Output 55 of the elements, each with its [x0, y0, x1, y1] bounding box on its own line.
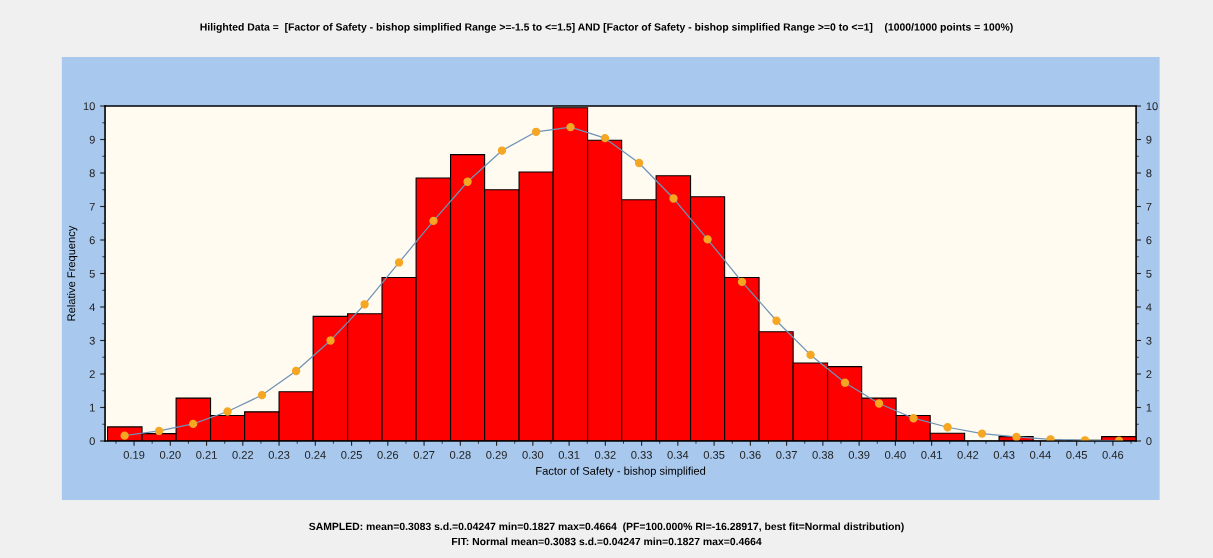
x-tick-label: 0.34	[667, 451, 689, 459]
x-tick-label: 0.46	[1102, 451, 1124, 459]
x-tick-label: 0.44	[1030, 451, 1051, 459]
y2-tick-label: 10	[1146, 102, 1158, 111]
x-tick-label: 0.20	[159, 451, 181, 459]
x-tick-label: 0.32	[594, 451, 616, 459]
chart-title: Hilighted Data = [Factor of Safety - bishop simplified Range >=-1.5 to <=1.5] AND [Factor of Safety - bishop simplified Range >=0 to <=1] (1000/1000 points = 100%)	[200, 23, 1013, 33]
x-tick-label: 0.36	[739, 451, 761, 459]
x-tick-label: 0.40	[884, 451, 906, 459]
y-axis-title: Relative Frequency	[67, 225, 78, 321]
y-tick-label: 2	[89, 370, 95, 379]
y2-tick-label: 0	[1146, 437, 1152, 446]
x-tick-label: 0.33	[631, 451, 652, 459]
x-tick-label: 0.24	[304, 451, 326, 459]
x-tick-label: 0.45	[1066, 451, 1087, 459]
y-tick-label: 7	[89, 202, 95, 211]
x-tick-label: 0.27	[413, 451, 435, 459]
y-tick-label: 0	[89, 437, 95, 446]
text: FIT: Normal mean=0.3083 s.d.=0.04247 min=0.1827 max=0.4664	[452, 537, 762, 546]
y-tick-label: 6	[89, 236, 95, 245]
y-tick-label: 5	[89, 269, 95, 278]
y2-tick-label: 2	[1146, 370, 1152, 379]
y2-tick-label: 8	[1146, 169, 1152, 178]
x-tick-label: 0.23	[268, 451, 290, 459]
x-tick-label: 0.22	[232, 451, 254, 459]
x-tick-label: 0.42	[957, 451, 979, 459]
x-tick-label: 0.35	[703, 451, 725, 459]
y-tick-label: 3	[89, 336, 95, 345]
x-tick-label: 0.21	[196, 451, 217, 459]
y-tick-label: 1	[89, 403, 95, 412]
x-tick-label: 0.37	[776, 451, 797, 459]
x-tick-label: 0.26	[377, 451, 399, 459]
y2-tick-label: 6	[1146, 236, 1152, 245]
x-tick-label: 0.29	[486, 451, 507, 459]
x-tick-label: 0.25	[341, 451, 362, 459]
y2-tick-label: 5	[1146, 269, 1152, 278]
y-tick-label: 8	[89, 169, 95, 178]
y2-tick-label: 4	[1146, 303, 1152, 312]
x-tick-label: 0.39	[848, 451, 870, 459]
x-tick-label: 0.43	[993, 451, 1015, 459]
x-tick-label: 0.28	[449, 451, 471, 459]
y-tick-label: 10	[83, 102, 95, 111]
x-tick-label: 0.30	[522, 451, 544, 459]
y2-tick-label: 1	[1146, 403, 1152, 412]
x-tick-label: 0.38	[812, 451, 834, 459]
x-tick-label: 0.31	[558, 451, 580, 459]
y2-tick-label: 7	[1146, 202, 1152, 211]
y2-tick-label: 3	[1146, 336, 1152, 345]
y-tick-label: 4	[89, 303, 95, 312]
x-tick-label: 0.41	[921, 451, 942, 459]
x-axis-title: Factor of Safety - bishop simplified	[536, 466, 706, 477]
y-tick-label: 9	[89, 135, 95, 144]
x-tick-label: 0.19	[123, 451, 145, 459]
text: SAMPLED: mean=0.3083 s.d.=0.04247 min=0.1827 max=0.4664 (PF=100.000% RI=-16.28917, best fit=Normal distribution)	[309, 522, 904, 533]
y2-tick-label: 9	[1146, 135, 1152, 144]
